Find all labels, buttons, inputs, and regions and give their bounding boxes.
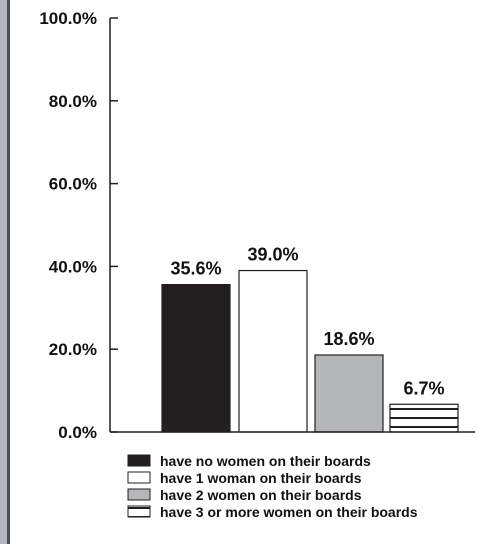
legend-label: have 2 women on their boards	[160, 487, 362, 503]
y-tick-label: 100.0%	[39, 9, 97, 28]
y-tick-label: 40.0%	[49, 257, 97, 276]
y-tick-label: 60.0%	[49, 175, 97, 194]
bars: 35.6% 39.0% 18.6% 6.7%	[162, 245, 458, 432]
legend-swatch	[128, 455, 150, 466]
y-tick-label: 80.0%	[49, 92, 97, 111]
y-axis: 0.0% 20.0% 40.0% 60.0% 80.0% 100.0%	[39, 9, 118, 442]
legend-label: have no women on their boards	[160, 453, 371, 469]
bar-value-label: 6.7%	[403, 378, 444, 398]
bar	[315, 355, 383, 432]
bar	[390, 404, 458, 432]
legend-label: have 3 or more women on their boards	[160, 504, 418, 520]
bar-value-label: 35.6%	[170, 259, 221, 279]
bar-value-label: 18.6%	[323, 329, 374, 349]
bar-value-label: 39.0%	[247, 245, 298, 265]
bar	[162, 285, 230, 432]
legend-swatch	[128, 472, 150, 483]
legend-label: have 1 woman on their boards	[160, 470, 362, 486]
bar	[239, 271, 307, 432]
y-tick-label: 20.0%	[49, 340, 97, 359]
legend-swatch	[128, 489, 150, 500]
legend-swatch	[128, 506, 150, 517]
y-tick-label: 0.0%	[58, 423, 97, 442]
